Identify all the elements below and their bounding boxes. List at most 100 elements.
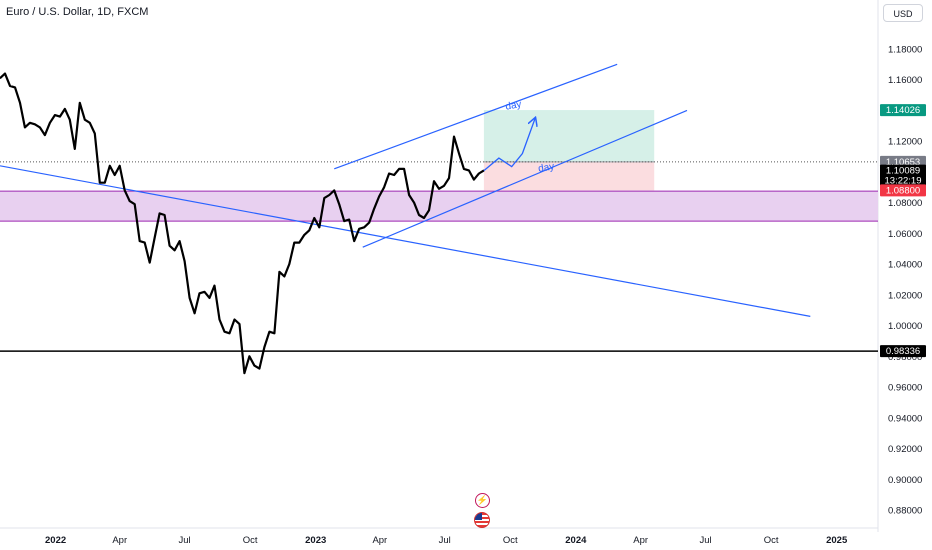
price-point: [353, 240, 355, 242]
x-tick-label: 2025: [826, 535, 848, 546]
y-tick-label: 1.02000: [888, 290, 922, 301]
price-point: [313, 217, 315, 219]
price-point: [328, 194, 330, 196]
price-point: [368, 222, 370, 224]
price-point: [134, 203, 136, 205]
price-series-0: [0, 72, 485, 375]
price-point: [24, 126, 26, 128]
price-point: [233, 318, 236, 321]
price-point: [453, 135, 455, 138]
x-tick-label: 2022: [45, 535, 66, 546]
price-point: [19, 102, 21, 104]
price-point: [74, 148, 76, 150]
price-point: [223, 331, 226, 333]
price-label-text: 1.10653: [886, 157, 920, 168]
price-point: [238, 323, 241, 325]
y-tick-label: 0.98000: [888, 352, 922, 363]
price-point: [164, 214, 166, 216]
lightning-icon[interactable]: ⚡: [475, 493, 490, 508]
x-tick-label: Apr: [633, 535, 648, 546]
price-point: [358, 228, 360, 230]
y-tick-label: 0.90000: [888, 475, 922, 486]
price-point: [208, 297, 211, 299]
annotation-day-1: day: [537, 161, 555, 175]
y-tick-label: 1.04000: [888, 260, 922, 271]
price-point: [79, 102, 81, 104]
price-point: [69, 119, 71, 121]
price-point: [268, 331, 270, 333]
price-point: [139, 240, 141, 242]
price-point: [14, 86, 16, 89]
price-point: [64, 108, 66, 110]
price-point: [343, 220, 345, 222]
price-point: [253, 364, 256, 367]
price-point: [383, 186, 385, 188]
trendline-1: [334, 63, 618, 170]
price-point: [59, 116, 61, 118]
price-point: [443, 185, 445, 187]
y-tick-label: 1.18000: [888, 45, 922, 56]
price-point: [203, 291, 206, 293]
y-tick-label: 1.16000: [888, 75, 922, 86]
position-profit-zone: [483, 110, 655, 162]
price-line: [0, 72, 485, 375]
price-point: [463, 168, 465, 170]
price-point: [89, 122, 91, 124]
price-label-text: 0.98336: [886, 346, 920, 357]
annotation-day-0: day: [505, 99, 523, 113]
price-point: [49, 122, 51, 124]
price-point: [373, 208, 375, 210]
price-point: [283, 275, 285, 278]
price-point: [44, 134, 46, 136]
currency-button[interactable]: USD: [883, 4, 923, 22]
price-point: [34, 123, 36, 125]
price-point: [378, 195, 380, 198]
price-point: [188, 297, 191, 299]
price-label-bg: [880, 164, 926, 187]
price-point: [248, 355, 251, 357]
price-point: [99, 182, 101, 184]
y-tick-label: 0.94000: [888, 413, 922, 424]
price-label-bg: [880, 104, 926, 117]
y-tick-label: 1.12000: [888, 137, 922, 148]
price-point: [263, 346, 265, 348]
x-tick-label: Apr: [112, 535, 127, 546]
price-point: [9, 85, 11, 87]
price-point: [338, 203, 340, 205]
symbol-title: Euro / U.S. Dollar, 1D, FXCM: [6, 6, 149, 18]
price-point: [433, 180, 435, 182]
price-point: [228, 332, 231, 334]
price-label-text: 1.10089: [886, 166, 920, 177]
x-tick-label: Apr: [372, 535, 387, 546]
trendline-2: [362, 109, 688, 248]
price-label-bg: [880, 345, 926, 358]
price-label-text: 1.14026: [886, 105, 920, 116]
price-point: [4, 72, 6, 75]
price-label-bg: [880, 184, 926, 197]
x-tick-label: Jul: [439, 535, 451, 546]
price-point: [174, 249, 176, 251]
y-tick-label: 0.96000: [888, 383, 922, 394]
supply-demand-zone: [0, 191, 878, 222]
price-point: [278, 271, 280, 273]
price-point: [144, 242, 146, 244]
x-tick-label: 2024: [565, 535, 587, 546]
price-point: [129, 200, 131, 202]
price-point: [159, 212, 161, 215]
price-point: [114, 174, 116, 176]
price-point: [29, 122, 31, 124]
price-point: [458, 152, 460, 155]
y-tick-label: 1.06000: [888, 229, 922, 240]
price-point: [408, 194, 410, 196]
price-label-3: 1.08800: [880, 184, 926, 197]
price-point: [193, 312, 196, 314]
price-point: [303, 234, 305, 236]
price-point: [149, 261, 151, 264]
price-point: [183, 260, 186, 262]
price-point: [154, 237, 156, 239]
price-point: [413, 202, 415, 204]
us-flag-icon[interactable]: [474, 512, 490, 528]
countdown-label: 13:22:19: [885, 176, 922, 187]
